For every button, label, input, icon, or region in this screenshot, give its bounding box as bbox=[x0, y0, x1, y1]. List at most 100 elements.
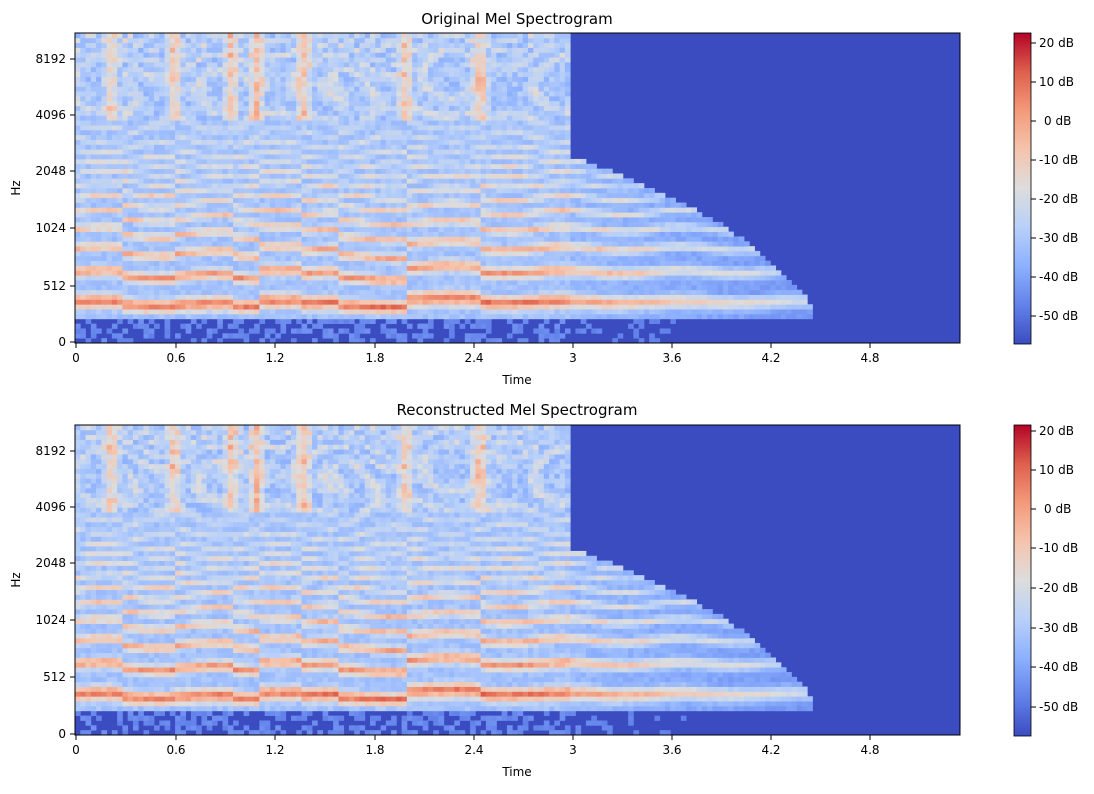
heatmap-cell bbox=[164, 207, 171, 213]
heatmap-cell bbox=[143, 255, 150, 262]
heatmap-cell bbox=[322, 284, 329, 291]
heatmap-cell bbox=[370, 294, 376, 300]
heatmap-cell bbox=[433, 105, 439, 111]
heatmap-cell bbox=[417, 42, 424, 48]
heatmap-cell bbox=[175, 226, 181, 232]
heatmap-cell bbox=[427, 52, 434, 58]
heatmap-cell bbox=[459, 241, 466, 247]
heatmap-cell bbox=[470, 178, 476, 184]
heatmap-cell bbox=[222, 231, 229, 237]
heatmap-cell bbox=[401, 333, 408, 339]
heatmap-cell bbox=[201, 158, 208, 165]
heatmap-cell bbox=[475, 76, 482, 82]
heatmap-cell bbox=[343, 134, 350, 140]
heatmap-cell bbox=[459, 110, 466, 116]
heatmap-cell bbox=[301, 289, 308, 295]
heatmap-cell bbox=[433, 52, 439, 58]
heatmap-cell bbox=[238, 163, 244, 170]
heatmap-cell bbox=[464, 212, 471, 218]
heatmap-cell bbox=[322, 231, 329, 237]
heatmap-cell bbox=[132, 217, 139, 223]
heatmap-cell bbox=[501, 207, 508, 213]
heatmap-cell bbox=[222, 76, 229, 82]
heatmap-cell bbox=[491, 71, 497, 77]
heatmap-cell bbox=[222, 284, 229, 291]
heatmap-cell bbox=[470, 255, 476, 262]
heatmap-cell bbox=[322, 163, 329, 170]
heatmap-cell bbox=[269, 81, 276, 87]
heatmap-cell bbox=[422, 37, 429, 44]
heatmap-cell bbox=[412, 309, 418, 315]
heatmap-cell bbox=[364, 284, 371, 291]
heatmap-cell bbox=[164, 110, 171, 116]
heatmap-cell bbox=[138, 173, 144, 179]
heatmap-cell bbox=[227, 217, 234, 223]
heatmap-cell bbox=[406, 154, 413, 160]
heatmap-cell bbox=[233, 217, 239, 223]
heatmap-cell bbox=[296, 76, 302, 82]
heatmap-cell bbox=[391, 183, 397, 189]
heatmap-cell bbox=[127, 217, 134, 223]
heatmap-cell bbox=[422, 71, 429, 77]
heatmap-cell bbox=[464, 91, 471, 97]
heatmap-cell bbox=[322, 313, 329, 320]
heatmap-cell bbox=[459, 42, 466, 48]
heatmap-cell bbox=[327, 105, 334, 111]
heatmap-cell bbox=[301, 188, 308, 194]
heatmap-cell bbox=[117, 76, 123, 82]
heatmap-cell bbox=[401, 33, 408, 39]
heatmap-cell bbox=[454, 154, 460, 160]
heatmap-cell bbox=[138, 260, 144, 266]
heatmap-cell bbox=[196, 202, 202, 208]
heatmap-cell bbox=[127, 260, 134, 266]
heatmap-cell bbox=[485, 62, 492, 68]
heatmap-cell bbox=[480, 52, 487, 58]
heatmap-cell bbox=[427, 284, 434, 291]
heatmap-cell bbox=[391, 192, 397, 199]
heatmap-cell bbox=[443, 188, 450, 194]
heatmap-cell bbox=[322, 246, 329, 252]
heatmap-cell bbox=[301, 125, 308, 131]
heatmap-cell bbox=[238, 178, 244, 184]
heatmap-cell bbox=[433, 134, 439, 140]
heatmap-cell bbox=[254, 139, 260, 145]
heatmap-cell bbox=[206, 110, 213, 116]
heatmap-cell bbox=[159, 76, 165, 82]
heatmap-cell bbox=[290, 226, 297, 232]
heatmap-cell bbox=[211, 328, 218, 334]
heatmap-cell bbox=[80, 52, 86, 58]
heatmap-cell bbox=[327, 299, 334, 305]
heatmap-cell bbox=[412, 221, 418, 228]
heatmap-cell bbox=[217, 115, 223, 121]
heatmap-cell bbox=[312, 76, 318, 82]
heatmap-cell bbox=[201, 280, 208, 286]
heatmap-cell bbox=[164, 226, 171, 232]
heatmap-cell bbox=[190, 66, 197, 73]
heatmap-cell bbox=[122, 173, 129, 179]
heatmap-cell bbox=[380, 260, 387, 266]
heatmap-cell bbox=[127, 265, 134, 271]
heatmap-cell bbox=[201, 42, 208, 48]
heatmap-cell bbox=[333, 188, 339, 194]
heatmap-cell bbox=[96, 309, 102, 315]
heatmap-cell bbox=[248, 57, 255, 63]
heatmap-cell bbox=[348, 304, 355, 310]
heatmap-cell bbox=[359, 158, 366, 165]
heatmap-cell bbox=[127, 62, 134, 68]
heatmap-cell bbox=[375, 168, 381, 174]
heatmap-cell bbox=[238, 192, 244, 199]
heatmap-cell bbox=[243, 284, 250, 291]
heatmap-cell bbox=[132, 86, 139, 92]
heatmap-cell bbox=[401, 71, 408, 77]
heatmap-cell bbox=[101, 275, 108, 281]
heatmap-cell bbox=[201, 173, 208, 179]
heatmap-cell bbox=[154, 158, 160, 165]
heatmap-cell bbox=[90, 221, 97, 228]
heatmap-cell bbox=[143, 158, 150, 165]
heatmap-cell bbox=[96, 207, 102, 213]
heatmap-cell bbox=[117, 110, 123, 116]
heatmap-cell bbox=[301, 139, 308, 145]
heatmap-cell bbox=[480, 154, 487, 160]
heatmap-cell bbox=[406, 37, 413, 44]
heatmap-cell bbox=[269, 100, 276, 107]
